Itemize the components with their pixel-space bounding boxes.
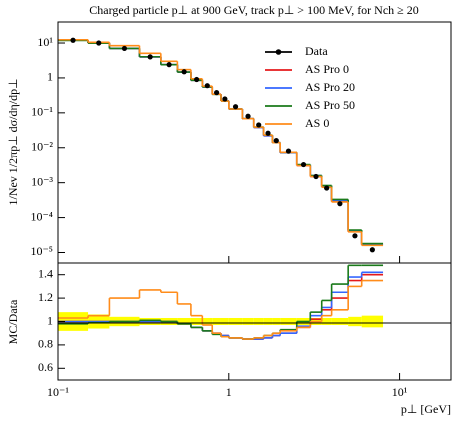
x-axis-label: p⊥ [GeV] [401, 402, 451, 416]
y-tick-label: 10⁻¹ [31, 105, 53, 119]
uncertainty-band [280, 317, 297, 326]
data-point [273, 138, 279, 144]
data-point [256, 122, 262, 128]
y-tick-label: 10⁻³ [31, 174, 53, 188]
uncertainty-band [253, 317, 264, 326]
data-point [232, 104, 239, 110]
data-point [245, 113, 251, 119]
y-tick-label: 10¹ [37, 35, 53, 49]
x-tick-label: 1 [226, 385, 232, 399]
data-point [166, 62, 172, 68]
data-point [214, 90, 220, 96]
data-point [337, 201, 343, 207]
data-point [265, 130, 271, 136]
uncertainty-band [220, 317, 229, 326]
data-point [352, 233, 358, 239]
uncertainty-band [202, 317, 213, 326]
x-tick-label: 10⁻¹ [47, 385, 69, 399]
uncertainty-band [212, 317, 221, 326]
uncertainty-band [228, 317, 243, 326]
axes-layer: 10⁻¹ 1 10¹ 10¹ 1 10⁻¹ 10⁻² 10⁻³ 10⁻⁴ 10⁻⁵ 0.6 0.8 1 1… [30, 35, 407, 399]
data-point [204, 83, 210, 89]
data-point [324, 185, 330, 191]
uncertainty-band [272, 317, 281, 326]
x-tick-label: 10¹ [392, 385, 408, 399]
data-point [147, 54, 153, 60]
ratio-layer [58, 264, 384, 340]
top-frame [57, 21, 452, 264]
data-point [121, 45, 128, 52]
data-point [369, 247, 375, 253]
y-axis-label: 1/Nev 1/2πp⊥ dσ/dη/dp⊥ [6, 78, 20, 205]
ratio-y-tick-label: 1.4 [38, 266, 53, 280]
data-point [222, 96, 228, 102]
y-tick-label: 1 [47, 70, 53, 84]
uncertainty-band [361, 315, 384, 328]
uncertainty-band [177, 317, 191, 326]
ratio-y-tick-label: 1 [47, 313, 53, 327]
legend-label: AS Pro 20 [305, 80, 355, 94]
uncertainty-band [190, 317, 203, 326]
ratio-y-tick-label: 0.8 [38, 337, 53, 351]
chart-title: Charged particle p⊥ at 900 GeV, track p⊥… [89, 3, 419, 17]
legend-label: Data [305, 44, 328, 58]
data-point [285, 148, 292, 154]
legend: Data AS Pro 0 AS Pro 20 AS Pro 50 AS 0 [265, 44, 355, 130]
legend-label: AS Pro 0 [305, 62, 349, 76]
y-tick-label: 10⁻⁵ [30, 244, 53, 258]
data-point [181, 69, 187, 75]
data-point [96, 40, 102, 46]
legend-dot [275, 49, 282, 55]
uncertainty-band [242, 317, 254, 326]
ratio-y-tick-label: 0.6 [38, 360, 53, 374]
uncertainty-band [321, 317, 332, 326]
y-tick-label: 10⁻² [31, 140, 53, 154]
data-point [194, 76, 200, 83]
ratio-axis-label: MC/Data [6, 299, 20, 344]
data-point [313, 173, 319, 180]
uncertainty-band [348, 316, 362, 327]
legend-label: AS Pro 50 [305, 98, 355, 112]
uncertainty-band [263, 317, 273, 326]
y-tick-label: 10⁻⁴ [30, 209, 53, 223]
data-point [70, 37, 76, 43]
data-point [300, 161, 307, 168]
legend-label: AS 0 [305, 116, 329, 130]
ratio-y-tick-label: 1.2 [38, 290, 53, 304]
top-layer [58, 37, 384, 253]
uncertainty-band [331, 317, 349, 326]
